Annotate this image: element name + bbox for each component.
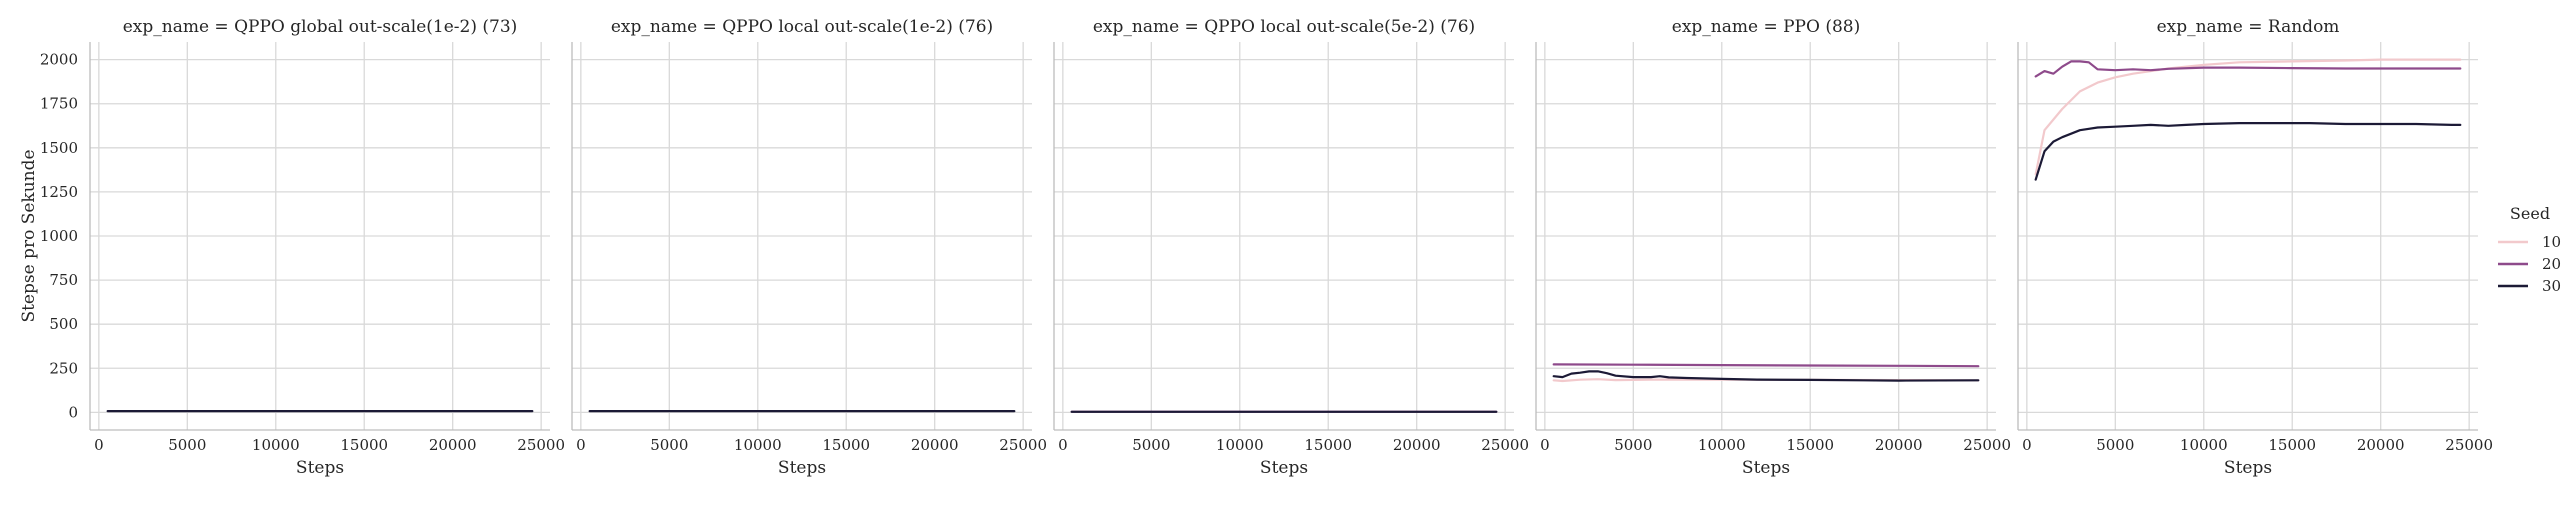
x-tick-label: 0: [576, 436, 586, 454]
y-tick-label: 1000: [40, 227, 78, 245]
series-line-seed-20: [2034, 60, 2462, 78]
y-tick-label: 1750: [40, 95, 78, 113]
panel-title: exp_name = PPO (88): [1672, 17, 1860, 37]
x-tick-label: 10000: [252, 436, 300, 454]
series-line-seed-30: [2034, 121, 2462, 181]
x-tick-label: 25000: [999, 436, 1047, 454]
x-tick-label: 25000: [1963, 436, 2011, 454]
legend-label-30: 30: [2542, 277, 2561, 295]
x-tick-label: 0: [94, 436, 104, 454]
x-tick-label: 0: [1540, 436, 1550, 454]
x-tick-label: 0: [1058, 436, 1068, 454]
series-line-seed-20: [1552, 363, 1980, 368]
legend-label-20: 20: [2542, 255, 2561, 273]
x-tick-label: 15000: [2268, 436, 2316, 454]
facet-panel-5: 0 5000 10000 15000 20000 25000 exp_name = Rand…: [2017, 17, 2493, 478]
facet-panel-4: 0 5000 10000 15000 20000 25000 exp_name = PPO …: [1535, 17, 2011, 478]
x-tick-label: 5000: [1132, 436, 1170, 454]
x-tick-label: 5000: [2096, 436, 2134, 454]
y-tick-label: 0: [68, 403, 78, 421]
y-tick-label: 2000: [40, 51, 78, 69]
facet-panel-1: 0 5000 10000 15000 20000 25000 0 250 500 750 1000 1…: [19, 17, 565, 478]
x-tick-label: 25000: [2445, 436, 2493, 454]
x-tick-label: 5000: [1614, 436, 1652, 454]
x-tick-label: 15000: [822, 436, 870, 454]
x-tick-label: 20000: [2357, 436, 2405, 454]
x-axis-label: Steps: [1742, 458, 1790, 478]
x-tick-label: 10000: [1216, 436, 1264, 454]
facet-panel-3: 0 5000 10000 15000 20000 25000 exp_name = QPPO…: [1053, 17, 1529, 478]
y-tick-label: 1250: [40, 183, 78, 201]
x-tick-label: 15000: [340, 436, 388, 454]
panel-title: exp_name = QPPO local out-scale(1e-2) (7…: [611, 17, 993, 37]
x-tick-label: 15000: [1304, 436, 1352, 454]
x-tick-label: 20000: [429, 436, 477, 454]
x-tick-label: 20000: [1393, 436, 1441, 454]
x-tick-label: 20000: [911, 436, 959, 454]
legend-label-10: 10: [2542, 233, 2561, 251]
panel-title: exp_name = Random: [2157, 17, 2340, 37]
y-tick-label: 250: [49, 359, 78, 377]
y-tick-label: 750: [49, 271, 78, 289]
x-tick-label: 0: [2022, 436, 2032, 454]
x-axis-label: Steps: [296, 458, 344, 478]
series-line-seed-10: [2034, 58, 2462, 176]
x-tick-label: 25000: [1481, 436, 1529, 454]
x-tick-label: 5000: [168, 436, 206, 454]
x-axis-label: Steps: [2224, 458, 2272, 478]
x-axis-label: Steps: [1260, 458, 1308, 478]
x-axis-label: Steps: [778, 458, 826, 478]
legend-title: Seed: [2510, 204, 2550, 223]
x-tick-label: 10000: [2180, 436, 2228, 454]
x-tick-label: 10000: [734, 436, 782, 454]
x-tick-label: 15000: [1786, 436, 1834, 454]
y-tick-label: 500: [49, 315, 78, 333]
x-tick-label: 5000: [650, 436, 688, 454]
panel-title: exp_name = QPPO local out-scale(5e-2) (7…: [1093, 17, 1475, 37]
y-tick-label: 1500: [40, 139, 78, 157]
legend: Seed 10 20 30: [2498, 204, 2561, 295]
series-line-seed-30: [1552, 370, 1980, 382]
panel-title: exp_name = QPPO global out-scale(1e-2) (…: [123, 17, 518, 37]
x-tick-label: 25000: [517, 436, 565, 454]
facet-panel-2: 0 5000 10000 15000 20000 25000 exp_name = QPPO…: [571, 17, 1047, 478]
y-axis-label: Stepse pro Sekunde: [19, 149, 39, 322]
x-tick-label: 20000: [1875, 436, 1923, 454]
x-tick-label: 10000: [1698, 436, 1746, 454]
